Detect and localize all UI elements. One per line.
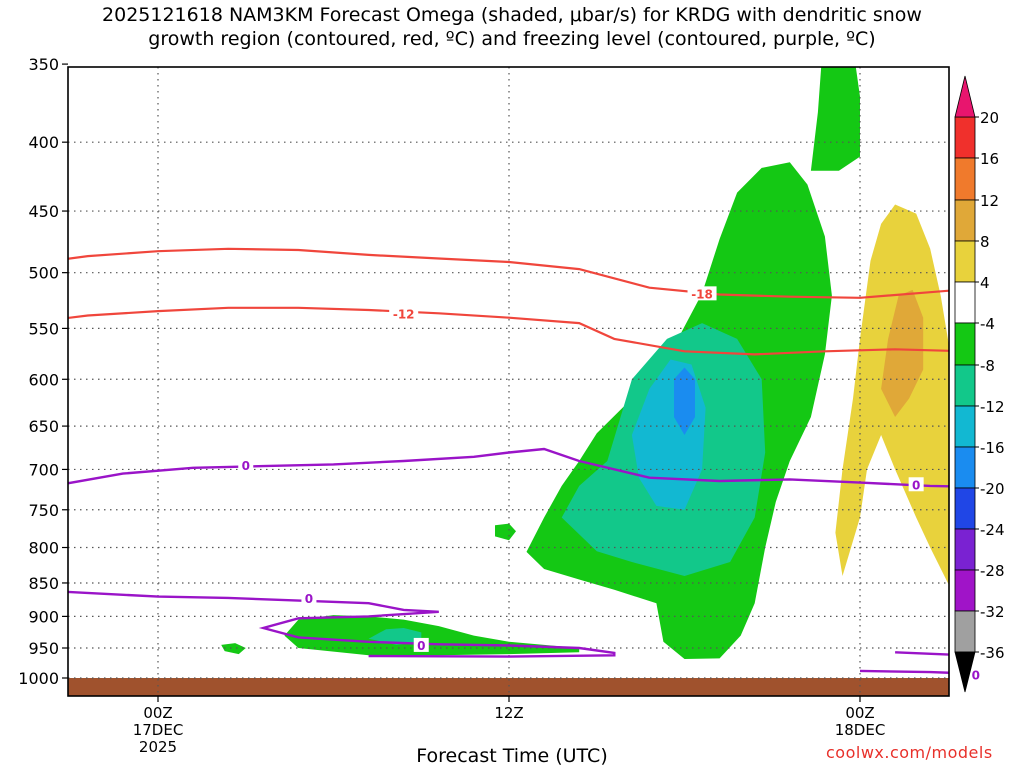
y-tick-label-550: 550: [28, 319, 59, 338]
ground-surface: [68, 678, 949, 696]
freezing-label-b-bg: [301, 590, 317, 605]
y-tick-label-400: 400: [28, 133, 59, 152]
freezing-level-line-3: [859, 669, 949, 674]
colorbar-bottom-arrow: [954, 651, 976, 693]
colorbar-label-0: 20: [980, 109, 999, 127]
x-axis-label: Forecast Time (UTC): [416, 745, 608, 767]
y-tick-label-450: 450: [28, 202, 59, 221]
x-tick-label-20-0: 00Z: [845, 704, 874, 722]
ascent-region-23: [810, 67, 860, 171]
y-tick-label-750: 750: [28, 501, 59, 520]
isotherm-label-12a: -12: [393, 307, 415, 321]
y-tick-label-700: 700: [28, 460, 59, 479]
colorbar-band-4: [954, 281, 976, 324]
colorbar-band-11: [954, 569, 976, 612]
y-tick-label-800: 800: [28, 539, 59, 558]
colorbar-band-12: [954, 610, 976, 653]
y-tick-label-600: 600: [28, 370, 59, 389]
y-tick-label-1000: 1000: [18, 669, 59, 688]
colorbar-label-12: -32: [980, 603, 1005, 621]
freezing-label-a: 0: [242, 459, 250, 473]
ascent-region-24: [846, 0, 864, 30]
isotherm-label-18a: -18: [691, 287, 713, 301]
descent-region-12: [881, 289, 924, 417]
freezing-label-g: 0: [972, 668, 980, 682]
chart-title-line2: growth region (contoured, red, ºC) and f…: [148, 28, 876, 50]
ascent-region-30: [368, 628, 422, 645]
y-tick-label-950: 950: [28, 639, 59, 658]
freezing-label-b: 0: [305, 592, 313, 606]
isotherm-contours: [68, 247, 949, 674]
freezing-level-line-1: [68, 590, 616, 658]
colorbar-label-4: 4: [980, 274, 990, 292]
ascent-region-31: [221, 643, 246, 655]
colorbar-band-7: [954, 405, 976, 448]
isotherm-label-18a-bg: [687, 286, 717, 301]
colorbar-band-6: [954, 364, 976, 407]
colorbar-label-2: 12: [980, 192, 999, 210]
ascent-region-3: [674, 367, 695, 435]
y-tick-label-500: 500: [28, 264, 59, 283]
isotherm-label-12a-bg: [389, 306, 419, 321]
colorbar-label-3: 8: [980, 233, 990, 251]
isotherm--12: [68, 306, 949, 356]
colorbar-band-1: [954, 157, 976, 201]
x-tick-label-0-1: 17DEC: [133, 721, 184, 739]
colorbar-band-5: [954, 322, 976, 366]
chart-title-line1: 2025121618 NAM3KM Forecast Omega (shaded…: [102, 4, 922, 26]
freezing-label-c-bg: [413, 637, 429, 652]
ascent-region-25: [1011, 64, 1024, 149]
isotherm--18: [68, 247, 949, 299]
colorbar-label-11: -28: [980, 562, 1005, 580]
colorbar-label-9: -20: [980, 480, 1005, 498]
colorbar-label-1: 16: [980, 150, 999, 168]
colorbar-band-0: [954, 116, 976, 159]
y-tick-label-650: 650: [28, 417, 59, 436]
y-tick-label-850: 850: [28, 574, 59, 593]
colorbar-label-13: -36: [980, 644, 1005, 662]
x-tick-label-0-0: 00Z: [143, 704, 172, 722]
y-tick-label-900: 900: [28, 607, 59, 626]
colorbar-band-2: [954, 199, 976, 242]
colorbar-band-3: [954, 240, 976, 283]
colorbar-top-arrow: [954, 75, 976, 118]
freezing-level-line-0: [68, 447, 949, 488]
x-tick-label-20-1: 18DEC: [835, 721, 886, 739]
x-tick-label-10-0: 12Z: [494, 704, 523, 722]
freezing-label-g-bg: [968, 667, 984, 682]
ascent-region-32: [495, 523, 516, 541]
colorbar-band-10: [954, 528, 976, 571]
colorbar-label-10: -24: [980, 521, 1005, 539]
colorbar-label-7: -12: [980, 398, 1005, 416]
freezing-label-d-bg: [908, 477, 924, 492]
colorbar-label-8: -16: [980, 439, 1005, 457]
descent-region-13: [755, 0, 790, 30]
colorbar-label-5: -4: [980, 315, 995, 333]
y-tick-label-350: 350: [28, 55, 59, 74]
colorbar-band-8: [954, 446, 976, 489]
credit-text: coolwx.com/models: [826, 743, 993, 762]
freezing-label-a-bg: [238, 458, 254, 473]
colorbar-label-6: -8: [980, 357, 995, 375]
freezing-label-c: 0: [417, 639, 425, 653]
x-tick-label-0-2: 2025: [139, 738, 177, 756]
colorbar-band-9: [954, 487, 976, 530]
freezing-label-d: 0: [912, 478, 920, 492]
